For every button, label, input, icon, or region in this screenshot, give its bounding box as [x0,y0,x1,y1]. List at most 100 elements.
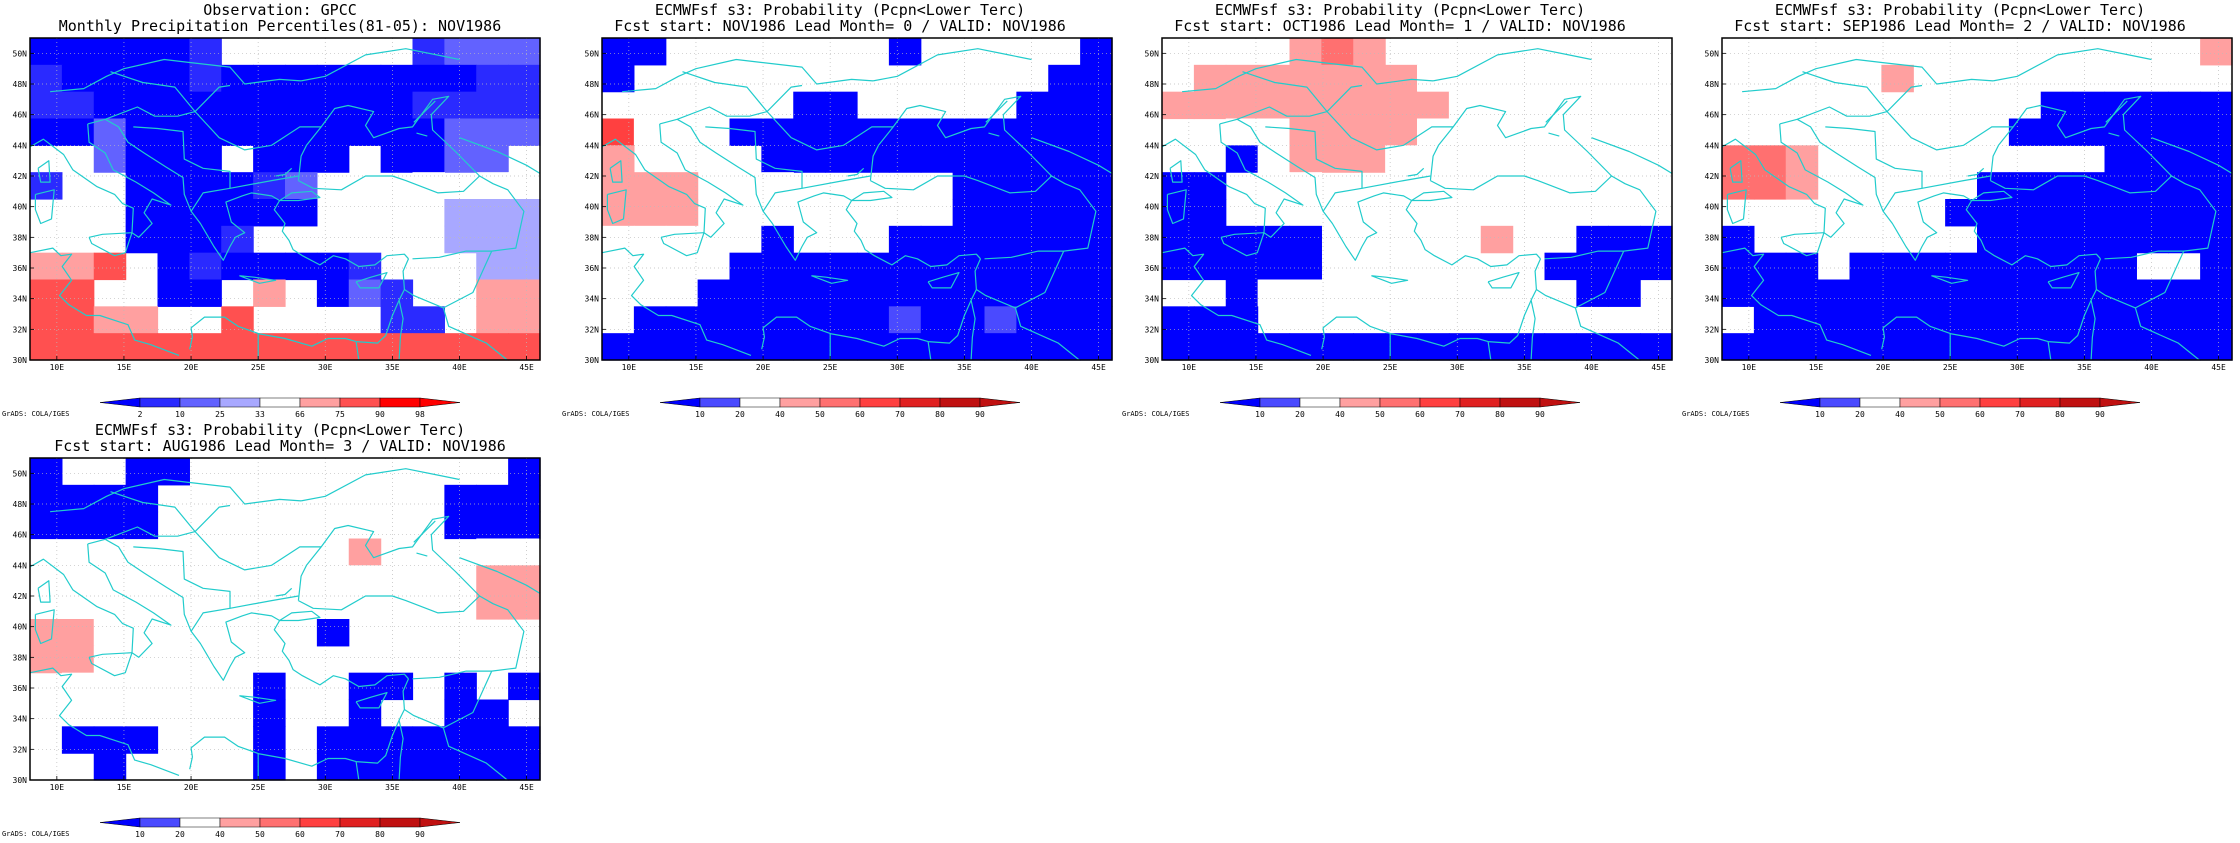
grid-cell [381,333,413,360]
coastline [1412,191,1452,200]
grid-cell [126,199,158,226]
grid-cell [2009,199,2041,226]
grid-cell [158,280,190,307]
grid-cell [413,726,445,753]
grid-cell [921,333,953,360]
colorbar-label: 40 [1895,410,1905,419]
grid-cell [1290,38,1322,65]
colorbar-swatch [340,398,380,407]
lon-tick-label: 45E [2211,363,2226,372]
lon-tick-label: 45E [1091,363,1106,372]
grid-cell [189,65,221,92]
grid-cell [1545,333,1577,360]
lon-tick-label: 45E [519,783,534,792]
credit-text: GrADS: COLA/IGES [2,410,69,418]
grid-cell [62,673,94,700]
grid-cell [508,726,540,753]
grid-cell [953,306,985,333]
lat-tick-label: 46N [585,111,600,120]
grid-cell [221,119,253,146]
grid-cell [1048,199,1080,226]
grid-cell [1913,253,1945,280]
grid-cell [413,38,445,65]
colorbar-label: 80 [2055,410,2065,419]
lon-tick-label: 40E [1584,363,1599,372]
grid-cell [2073,226,2105,253]
grid-cell [602,280,634,307]
grid-cell [1754,253,1786,280]
lon-tick-label: 10E [622,363,637,372]
grid-cell [761,333,793,360]
grid-cell [94,753,126,780]
grid-cell [349,92,381,119]
grid-cell [889,280,921,307]
grid-cell [126,646,158,673]
lat-tick-label: 32N [13,745,28,754]
panel-title: ECMWFsf s3: Probability (Pcpn<Lower Terc… [0,422,560,438]
grid-cell [189,333,221,360]
lat-tick-label: 42N [1145,172,1160,181]
panel-observation-gpcc: Observation: GPCC Monthly Precipitation … [0,0,560,420]
grid-cell [634,333,666,360]
grid-cell [1513,199,1545,226]
grid-cell [921,306,953,333]
grid-cell [444,199,476,226]
colorbar-swatch [260,818,300,827]
grid-cell [349,485,381,512]
grid-cell [1640,253,1672,280]
grid-cell [444,226,476,253]
grid-cell [1290,253,1322,280]
colorbar-label: 70 [335,830,345,839]
colorbar-swatch [1900,398,1940,407]
grid-cell [381,145,413,172]
lat-tick-label: 46N [1145,111,1160,120]
grid-cell [221,226,253,253]
colorbar-label: 70 [1455,410,1465,419]
grid-cell [30,65,62,92]
grid-cell [1977,306,2009,333]
lon-tick-label: 40E [2144,363,2159,372]
grid-cell [985,145,1017,172]
lat-tick-label: 36N [13,684,28,693]
grid-cell [62,65,94,92]
colorbar-label: 20 [735,410,745,419]
grid-cell [158,226,190,253]
grid-cell [476,539,508,566]
colorbar-label: 10 [135,830,145,839]
colorbar-label: 90 [975,410,985,419]
grid-cell [1850,253,1882,280]
grid-cell [1545,65,1577,92]
grid-cell [1513,333,1545,360]
lon-tick-label: 30E [890,363,905,372]
lat-tick-label: 50N [1705,49,1720,58]
colorbar-swatch [340,818,380,827]
lon-tick-label: 10E [50,363,65,372]
grid-cell [2168,92,2200,119]
lon-tick-label: 10E [50,783,65,792]
grid-cell [2200,119,2232,146]
colorbar-arrow-right [2100,398,2140,407]
grid-cell [1881,65,1913,92]
grid-cell [602,38,634,65]
grid-cell [1977,253,2009,280]
lon-tick-label: 45E [1651,363,1666,372]
grid-cell [1321,38,1353,65]
lon-tick-label: 35E [385,783,400,792]
grid-cell [126,458,158,485]
grid-cell [2200,280,2232,307]
grid-cell [413,145,445,172]
lat-tick-label: 44N [1145,141,1160,150]
grid-cell [444,673,476,700]
grid-cell [30,253,62,280]
credit-text: GrADS: COLA/IGES [1682,410,1749,418]
grid-cell [634,199,666,226]
panel-subtitle: Fcst start: AUG1986 Lead Month= 3 / VALI… [0,438,560,454]
colorbar-label: 90 [375,410,385,419]
